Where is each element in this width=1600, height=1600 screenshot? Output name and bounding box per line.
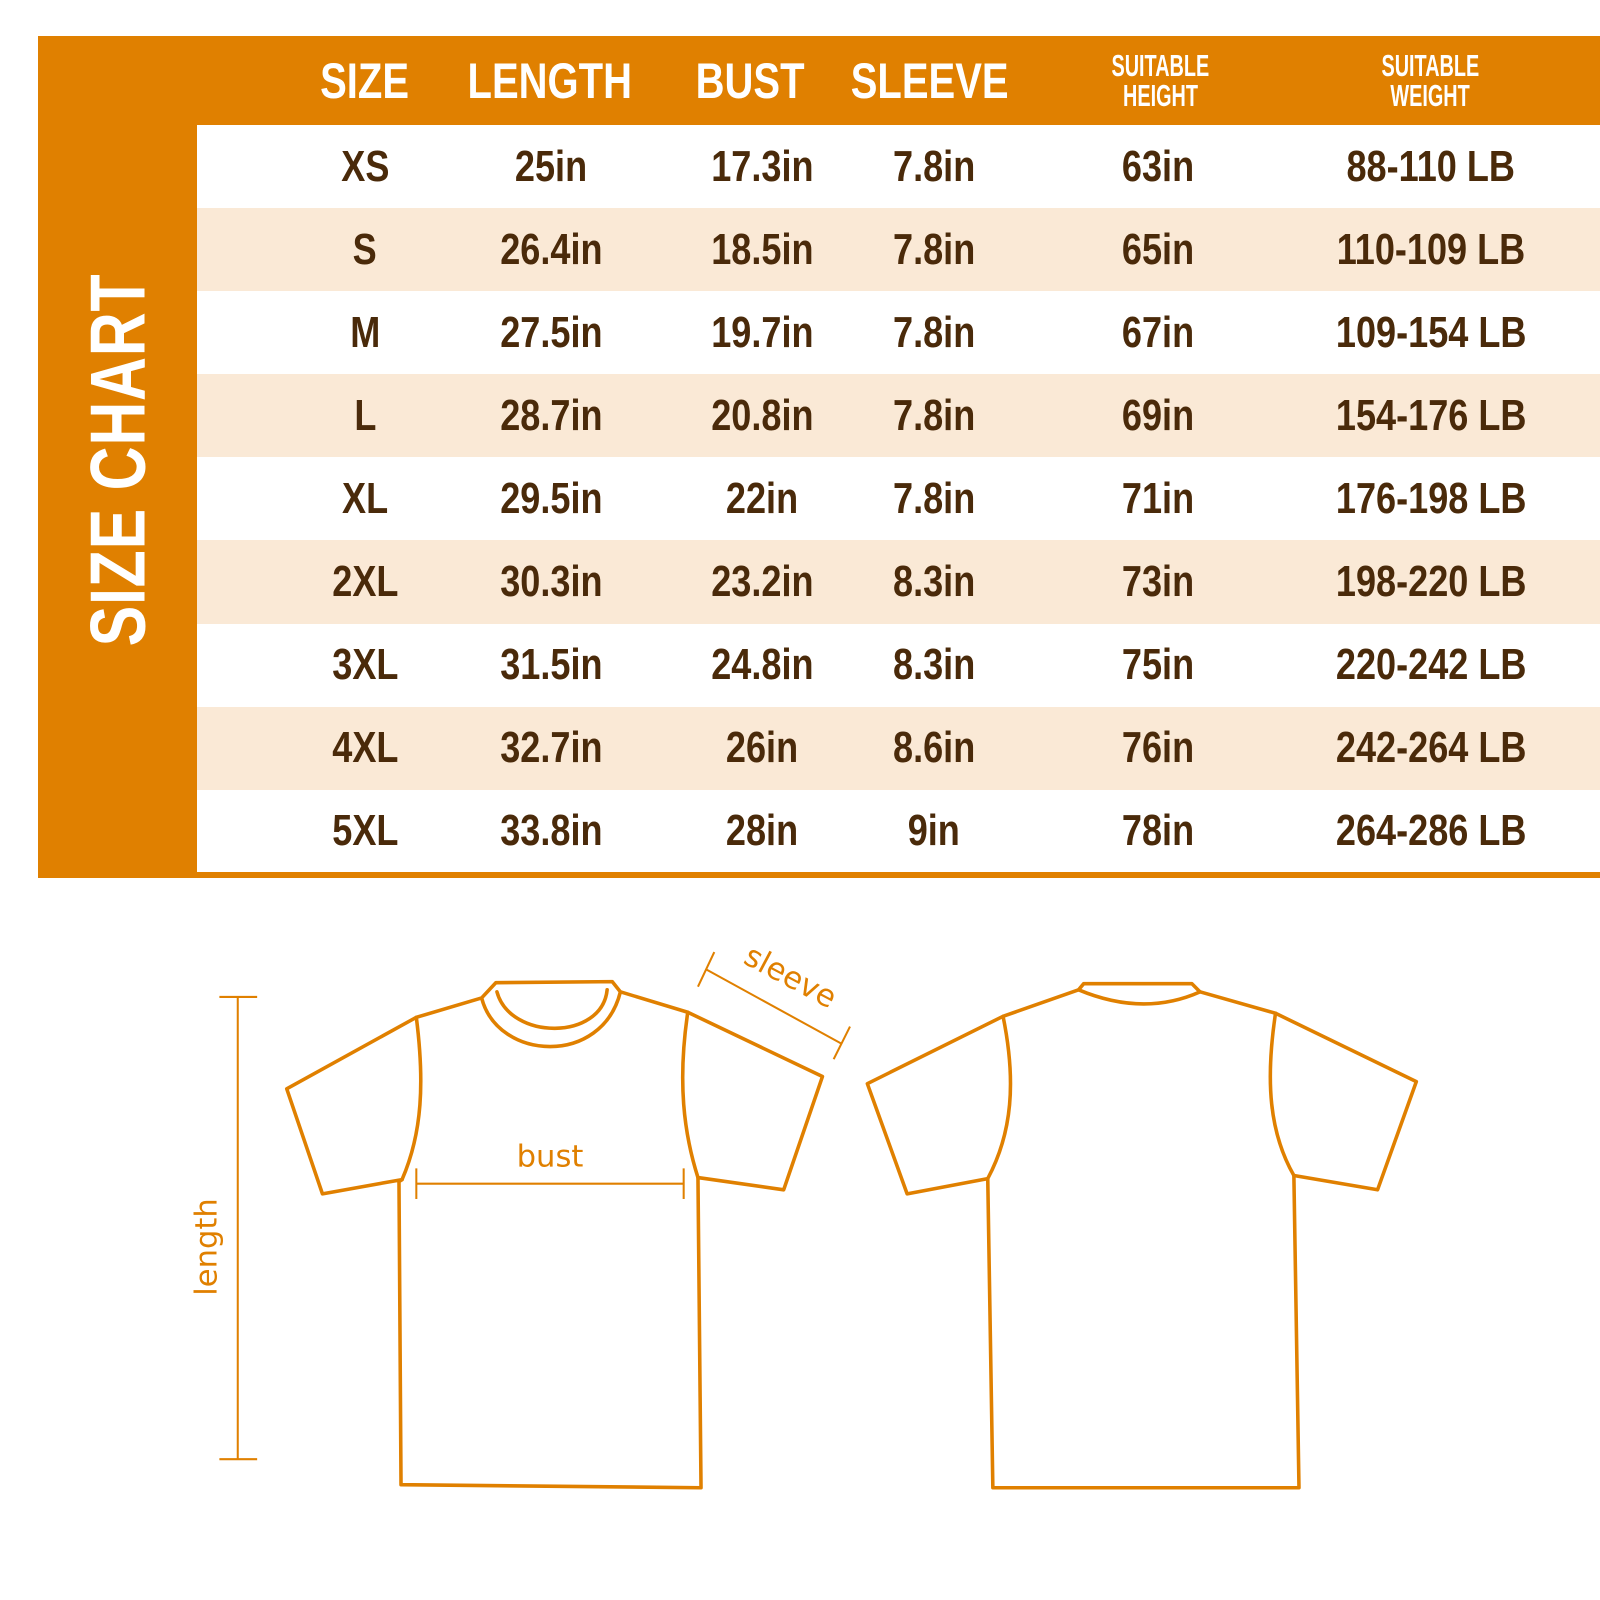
table-row: M 27.5in 19.7in 7.8in 67in 109-154 LB [197,291,1600,374]
cell-bust: 19.7in [710,307,814,357]
cell-bust: 24.8in [710,640,814,690]
length-label: length [189,1198,224,1296]
cell-size: 5XL [331,806,399,856]
cell-length: 27.5in [499,307,603,357]
cell-bust: 26in [725,723,799,773]
cell-sleeve: 9in [907,806,961,856]
table-row: L 28.7in 20.8in 7.8in 69in 154-176 LB [197,374,1600,458]
cell-suitable-weight: 220-242 LB [1335,640,1527,690]
table-row: 5XL 33.8in 28in 9in 78in 264-286 LB [197,790,1600,873]
header-sleeve: SLEEVE [851,52,1009,109]
table-row: 2XL 30.3in 23.2in 8.3in 73in 198-220 LB [197,540,1600,624]
cell-length: 25in [514,141,588,191]
cell-suitable-height: 73in [1121,557,1195,607]
cell-suitable-weight: 109-154 LB [1335,307,1527,357]
cell-suitable-weight: 110-109 LB [1336,224,1526,274]
front-tshirt-outline [284,979,825,1490]
cell-size: 4XL [331,723,399,773]
cell-length: 29.5in [499,473,603,523]
cell-sleeve: 7.8in [892,390,976,440]
sleeve-measure-line [705,968,843,1045]
cell-suitable-weight: 176-198 LB [1335,473,1527,523]
cell-bust: 18.5in [710,224,814,274]
cell-suitable-height: 76in [1121,723,1195,773]
cell-size: XL [341,473,389,523]
table-row: 4XL 32.7in 26in 8.6in 76in 242-264 LB [197,706,1600,790]
cell-suitable-weight: 88-110 LB [1346,141,1516,191]
cell-length: 28.7in [499,390,603,440]
cell-sleeve: 8.3in [892,640,976,690]
cell-suitable-height: 67in [1121,307,1195,357]
table-row: 3XL 31.5in 24.8in 8.3in 75in 220-242 LB [197,624,1600,707]
cell-length: 33.8in [499,806,603,856]
side-band [38,36,197,878]
cell-size: L [353,390,377,440]
cell-sleeve: 7.8in [892,141,976,191]
cell-suitable-weight: 154-176 LB [1335,390,1527,440]
cell-sleeve: 8.3in [892,557,976,607]
header-band [38,36,1600,125]
cell-bust: 20.8in [710,390,814,440]
cell-suitable-height: 63in [1121,141,1195,191]
cell-suitable-height: 75in [1121,640,1195,690]
header-suitable-weight: SUITABLE WEIGHT [1381,47,1479,113]
back-tshirt-outline [865,981,1419,1490]
cell-sleeve: 7.8in [892,473,976,523]
table-bottom-border [197,872,1600,878]
header-length: LENGTH [467,52,633,109]
measure-lines [219,951,851,1461]
cell-size: 3XL [331,640,399,690]
cell-bust: 17.3in [710,141,814,191]
sleeve-label: sleeve [738,939,842,1016]
header-size: SIZE [320,52,410,109]
cell-bust: 28in [725,806,799,856]
cell-size: S [352,224,378,274]
cell-size: M [349,307,381,357]
cell-length: 32.7in [499,723,603,773]
size-table-body: XS 25in 17.3in 7.8in 63in 88-110 LB S 26.4in 18.… [197,125,1600,873]
cell-sleeve: 7.8in [892,224,976,274]
table-row: XS 25in 17.3in 7.8in 63in 88-110 LB [197,125,1600,208]
cell-suitable-height: 78in [1121,806,1195,856]
table-row: XL 29.5in 22in 7.8in 71in 176-198 LB [197,457,1600,540]
cell-bust: 22in [725,473,799,523]
table-row: S 26.4in 18.5in 7.8in 65in 110-109 LB [197,208,1600,292]
cell-size: XS [340,141,390,191]
cell-suitable-height: 71in [1121,473,1195,523]
cell-sleeve: 7.8in [892,307,976,357]
cell-bust: 23.2in [710,557,814,607]
cell-suitable-height: 69in [1121,390,1195,440]
cell-length: 26.4in [499,224,603,274]
cell-size: 2XL [331,557,399,607]
cell-suitable-weight: 264-286 LB [1335,806,1527,856]
cell-suitable-height: 65in [1121,224,1195,274]
cell-sleeve: 8.6in [892,723,976,773]
bust-label: bust [517,1139,584,1174]
header-suitable-height: SUITABLE HEIGHT [1111,47,1209,113]
cell-length: 30.3in [499,557,603,607]
cell-length: 31.5in [499,640,603,690]
cell-suitable-weight: 198-220 LB [1335,557,1527,607]
cell-suitable-weight: 242-264 LB [1335,723,1527,773]
header-bust: BUST [695,52,805,109]
